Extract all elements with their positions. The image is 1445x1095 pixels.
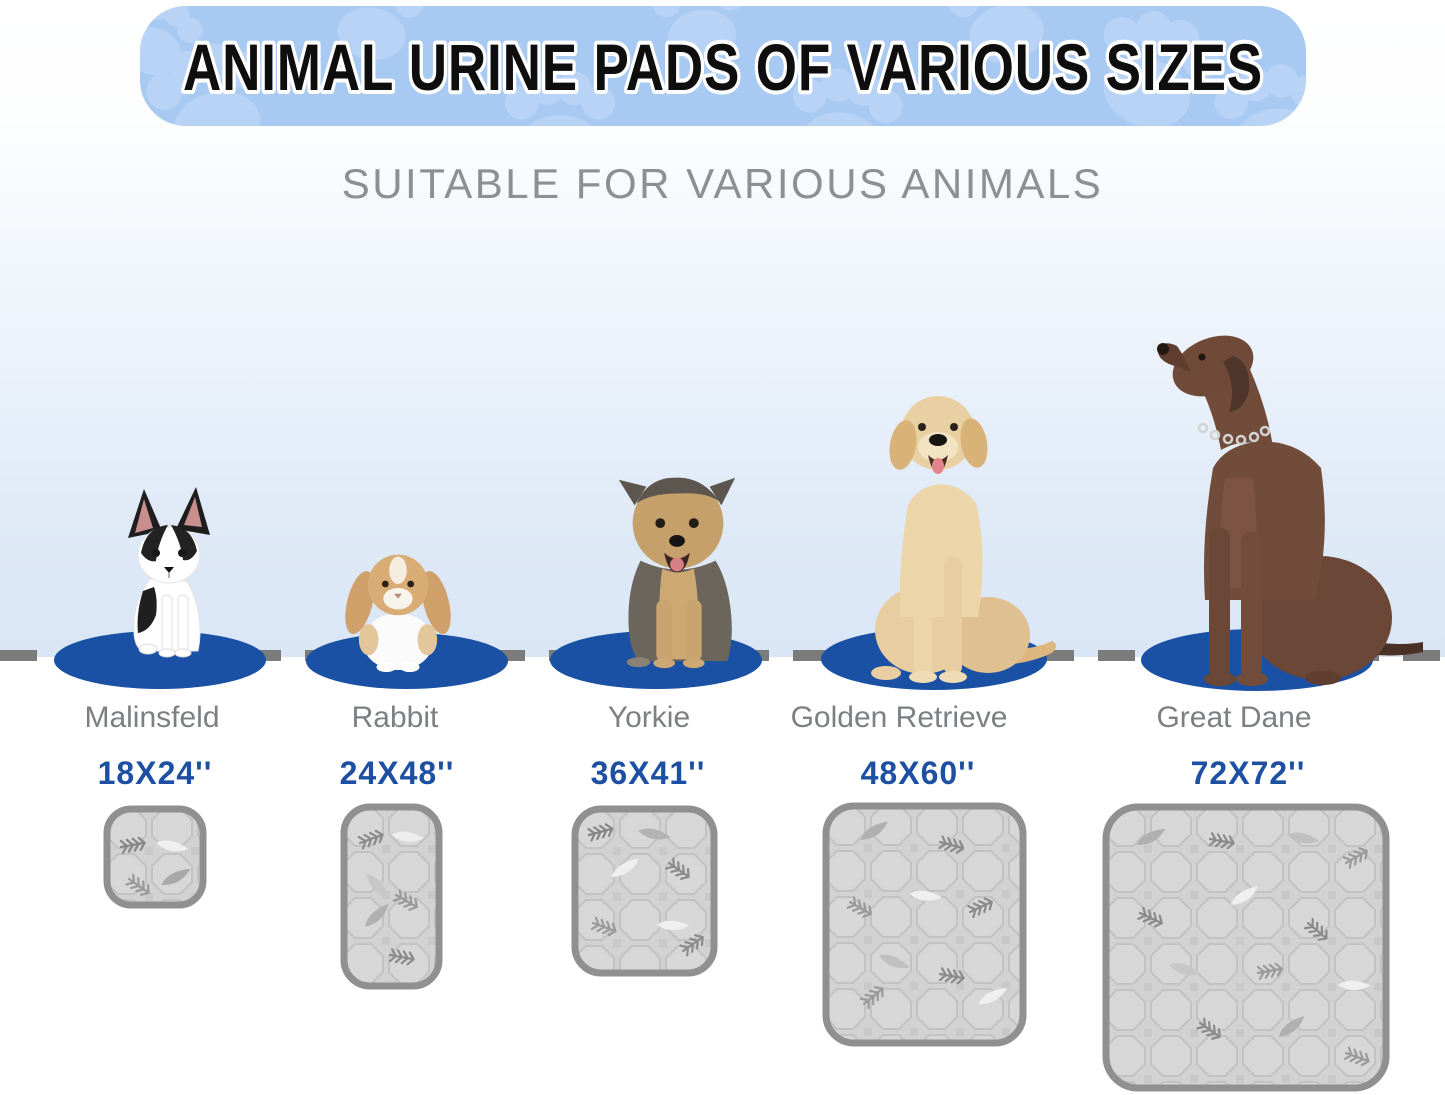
subtitle: SUITABLE FOR VARIOUS ANIMALS [341, 160, 1104, 207]
pad-size-label: 48X60'' [860, 755, 976, 791]
animal-name-label: Rabbit [351, 701, 439, 734]
pad-size-label: 18X24'' [97, 755, 213, 791]
animal-great-dane-illustration [1157, 335, 1423, 686]
animal-name-label: Malinsfeld [84, 701, 220, 734]
animal-name-label: Yorkie [607, 701, 691, 734]
animal-name-label: Great Dane [1156, 701, 1312, 734]
animal-rabbit-illustration [345, 554, 451, 672]
animal-golden-retriever-illustration [871, 396, 1056, 683]
animal-yorkie-illustration [618, 477, 736, 669]
pad-size-label: 36X41'' [590, 755, 706, 791]
animal-name-label: Golden Retrieve [790, 701, 1008, 734]
main-title: ANIMAL URINE PADS OF VARIOUS SIZES [183, 30, 1263, 104]
pad-swatch-24x48 [340, 803, 443, 990]
pad-swatch-18x24 [103, 805, 207, 909]
pad-size-label: 72X72'' [1190, 755, 1306, 791]
pad-swatch-36x41 [571, 805, 718, 977]
pad-size-label: 24X48'' [339, 755, 455, 791]
title-banner: ANIMAL URINE PADS OF VARIOUS SIZES [140, 6, 1306, 126]
animal-chihuahua-illustration [128, 487, 210, 658]
pad-swatch-48x60 [822, 802, 1027, 1047]
pad-swatch-72x72 [1102, 803, 1390, 1092]
